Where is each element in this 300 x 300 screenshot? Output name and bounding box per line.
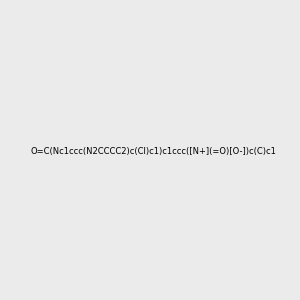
Text: O=C(Nc1ccc(N2CCCC2)c(Cl)c1)c1ccc([N+](=O)[O-])c(C)c1: O=C(Nc1ccc(N2CCCC2)c(Cl)c1)c1ccc([N+](=O… [31,147,277,156]
